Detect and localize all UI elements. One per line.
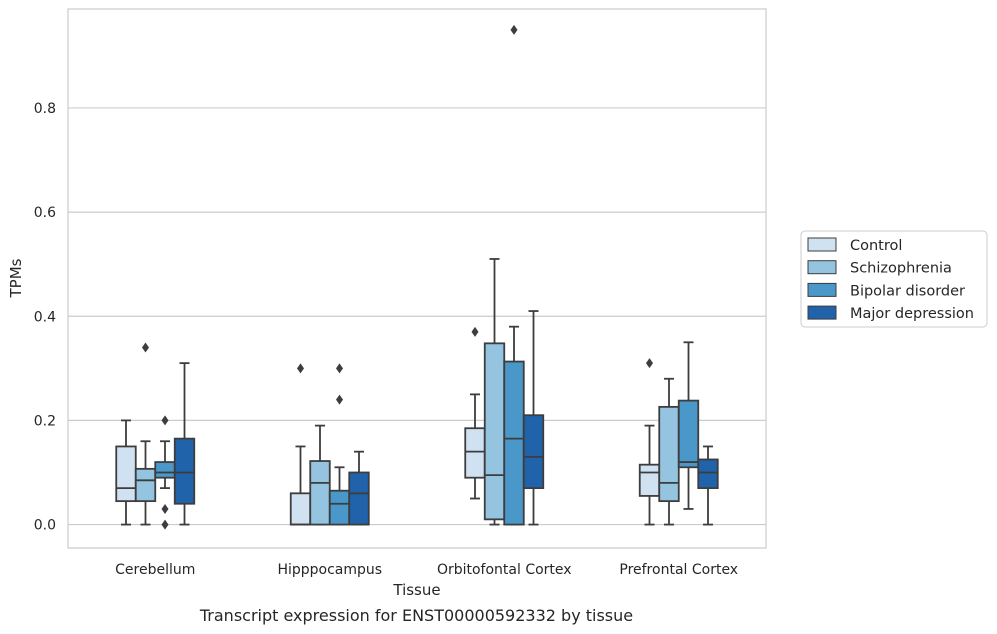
outlier-point — [336, 394, 343, 405]
x-axis-label: Tissue — [392, 581, 440, 599]
box-schizophrenia-orbitofontal-cortex — [483, 258, 506, 526]
outlier-point — [161, 503, 169, 514]
box-control-cerebellum — [115, 419, 137, 526]
x-tick-label: Orbitofontal Cortex — [437, 562, 572, 578]
legend: Control Schizophrenia Bipolar disorder Majo… — [800, 230, 988, 328]
box-major-depression-cerebellum — [173, 362, 196, 526]
box-major-depression-prefrontal-cortex — [697, 445, 719, 526]
y-axis-label: TPMs — [7, 258, 25, 298]
box-iqr — [464, 427, 486, 479]
box-bipolar-disorder-prefrontal-cortex — [677, 341, 700, 510]
outlier-point — [142, 342, 149, 353]
box-major-depression-orbitofontal-cortex — [522, 310, 545, 526]
legend-swatch — [807, 282, 837, 297]
box-iqr — [522, 414, 545, 490]
box-iqr — [348, 471, 370, 526]
box-iqr — [154, 461, 176, 479]
outlier-point — [161, 519, 169, 530]
y-tick-label: 0.8 — [34, 101, 56, 117]
y-axis-ticks: 0.0 0.2 0.4 0.6 0.8 — [34, 101, 56, 534]
outlier-point — [471, 326, 479, 337]
y-tick-label: 0.2 — [34, 413, 56, 429]
figure-caption: Transcript expression for ENST0000059233… — [199, 606, 634, 625]
box-iqr — [328, 489, 351, 526]
box-iqr — [173, 437, 196, 505]
box-iqr — [503, 360, 525, 526]
x-axis-ticks: Cerebellum Hipppocampus Orbitofontal Corte… — [115, 562, 738, 578]
legend-swatch — [807, 260, 837, 275]
plot-frame — [67, 8, 767, 549]
box-bipolar-disorder-cerebellum — [154, 415, 176, 530]
outlier-point — [646, 358, 653, 369]
box-schizophrenia-cerebellum — [134, 342, 157, 526]
box-bipolar-disorder-orbitofontal-cortex — [503, 24, 525, 526]
box-iqr — [289, 492, 312, 526]
box-plots — [115, 24, 719, 530]
legend-swatch — [807, 237, 837, 252]
y-tick-label: 0.0 — [34, 518, 56, 534]
legend-label: Bipolar disorder — [850, 283, 965, 299]
box-control-orbitofontal-cortex — [464, 326, 486, 500]
box-iqr — [638, 463, 661, 497]
outlier-point — [161, 415, 169, 426]
box-control-hipppocampus — [289, 363, 312, 526]
y-tick-label: 0.4 — [34, 309, 56, 325]
box-iqr — [483, 342, 506, 521]
box-schizophrenia-hipppocampus — [309, 424, 331, 526]
box-iqr — [658, 405, 680, 503]
outlier-point — [336, 363, 343, 374]
x-tick-label: Prefrontal Cortex — [619, 562, 738, 578]
legend-frame — [800, 230, 988, 328]
box-schizophrenia-prefrontal-cortex — [658, 377, 680, 526]
box-major-depression-hipppocampus — [348, 450, 370, 526]
box-control-prefrontal-cortex — [638, 358, 661, 526]
legend-label: Major depression — [850, 306, 974, 322]
y-tick-label: 0.6 — [34, 205, 56, 221]
box-iqr — [697, 458, 719, 490]
x-tick-label: Hipppocampus — [277, 562, 382, 578]
box-iqr — [134, 467, 157, 503]
legend-label: Control — [850, 238, 902, 254]
outlier-point — [297, 363, 304, 374]
box-iqr — [309, 460, 331, 526]
box-bipolar-disorder-hipppocampus — [328, 363, 351, 526]
x-tick-label: Cerebellum — [115, 562, 195, 578]
box-iqr — [677, 399, 700, 469]
legend-label: Schizophrenia — [850, 261, 952, 277]
outlier-point — [510, 24, 518, 35]
box-iqr — [115, 445, 137, 503]
legend-swatch — [807, 305, 837, 320]
